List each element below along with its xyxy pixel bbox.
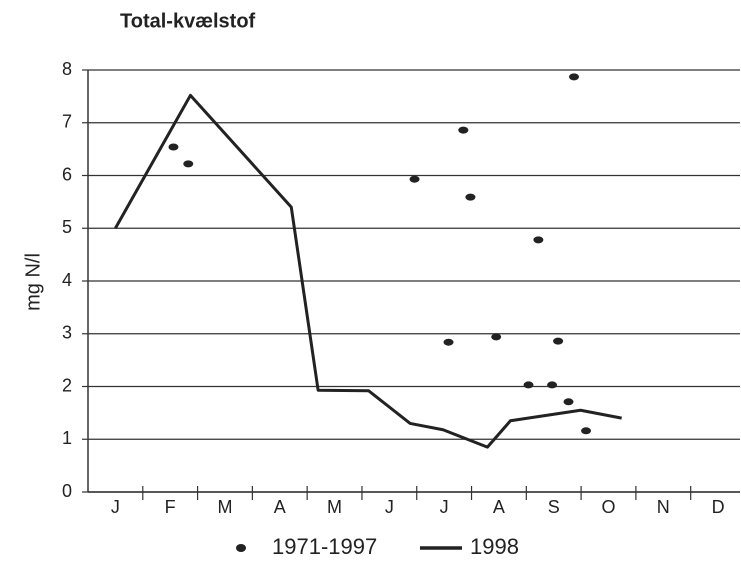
x-tick-label: N: [657, 497, 670, 517]
data-point: [458, 126, 469, 134]
legend-marker: [236, 544, 246, 552]
y-tick-label: 4: [62, 270, 72, 290]
data-point: [443, 338, 454, 346]
x-tick-label: A: [493, 497, 505, 517]
y-tick-label: 2: [62, 375, 72, 395]
x-tick-label: M: [217, 497, 232, 517]
data-point: [568, 73, 579, 81]
y-tick-label: 7: [62, 112, 72, 132]
y-tick-label: 0: [62, 481, 72, 501]
y-tick-label: 3: [62, 323, 72, 343]
data-point: [183, 160, 194, 168]
x-tick-label: J: [111, 497, 120, 517]
x-tick-label: A: [274, 497, 286, 517]
chart-title: Total-kvælstof: [120, 10, 256, 32]
data-point: [523, 381, 534, 389]
data-point: [409, 175, 420, 183]
data-point: [491, 333, 502, 341]
x-tick-label: S: [548, 497, 560, 517]
x-tick-label: M: [327, 497, 342, 517]
data-line: [114, 93, 622, 449]
x-tick-label: D: [712, 497, 725, 517]
data-point: [563, 398, 574, 406]
x-tick-label: J: [385, 497, 394, 517]
y-tick-label: 5: [62, 217, 72, 237]
y-tick-label: 6: [62, 164, 72, 184]
data-point: [547, 381, 558, 389]
y-axis-label: mg N/l: [22, 253, 44, 311]
data-point: [168, 143, 179, 151]
data-point: [533, 236, 544, 244]
data-point: [581, 427, 592, 435]
x-tick-label: F: [165, 497, 176, 517]
legend-label: 1971-1997: [272, 534, 377, 559]
data-point: [553, 337, 564, 345]
legend-label: 1998: [470, 534, 519, 559]
y-tick-label: 8: [62, 59, 72, 79]
y-tick-label: 1: [62, 428, 72, 448]
data-point: [465, 193, 476, 201]
x-tick-label: J: [440, 497, 449, 517]
x-tick-label: O: [601, 497, 615, 517]
